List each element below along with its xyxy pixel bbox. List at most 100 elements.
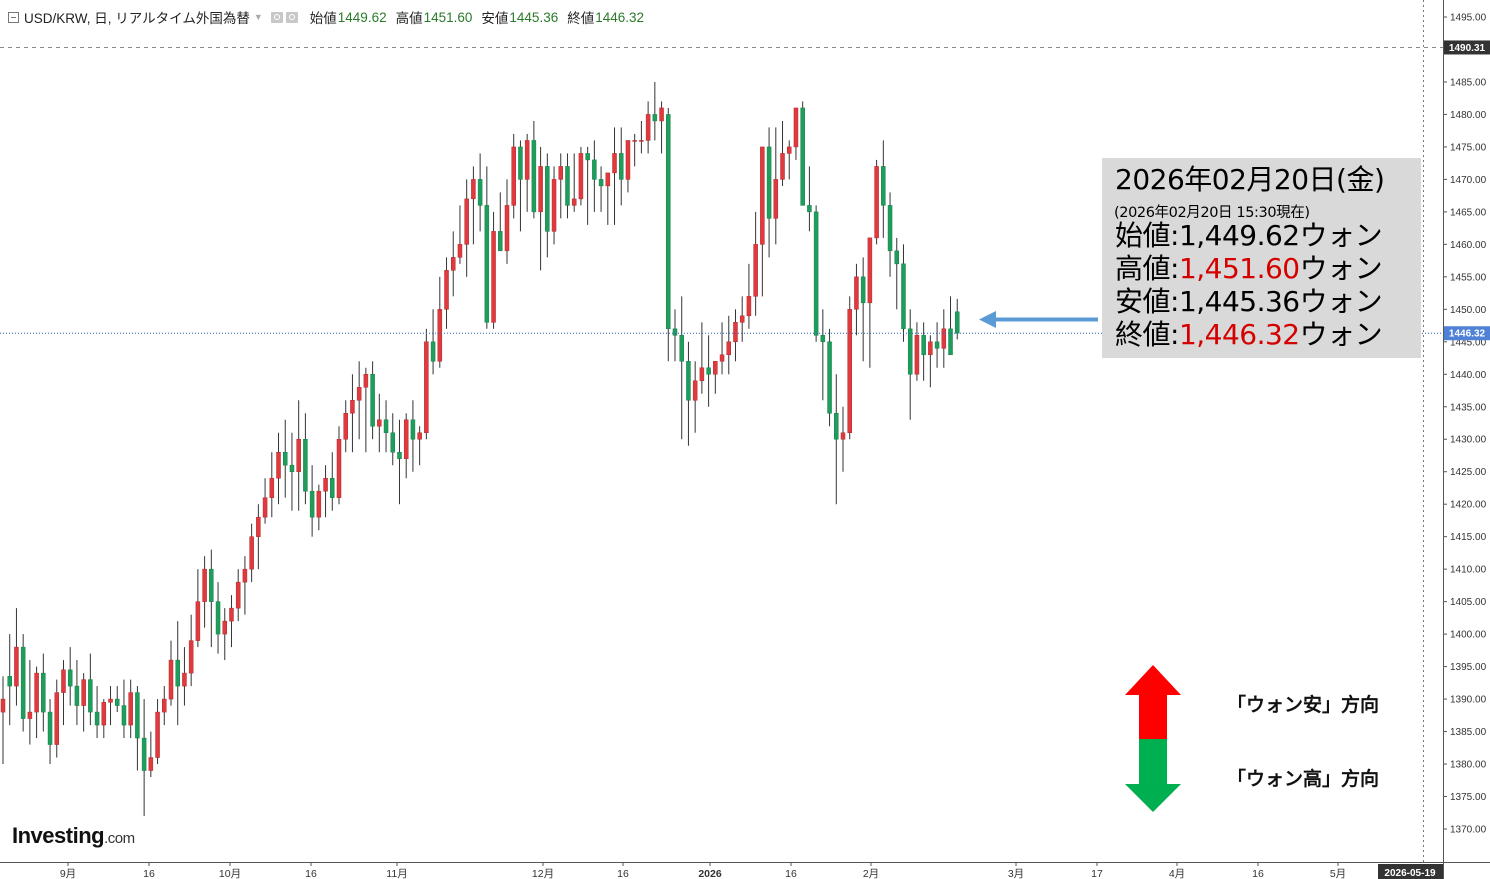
price-tick-label: 1395.00	[1450, 662, 1487, 673]
eye-icon[interactable]	[270, 11, 283, 23]
won-strong-arrow	[1125, 739, 1181, 812]
time-cursor-label: 2026-05-19	[1384, 868, 1436, 879]
candle	[531, 120, 537, 219]
candle-body	[101, 702, 107, 726]
candle	[262, 478, 268, 524]
candle-body	[155, 711, 160, 758]
info-low-label: 安値:	[1115, 285, 1179, 318]
candle	[114, 686, 120, 713]
candle	[296, 400, 301, 511]
candle-body	[94, 711, 100, 726]
candle-body	[484, 205, 490, 323]
chevron-down-icon[interactable]: ▼	[253, 12, 263, 22]
time-tick-label: 16	[617, 868, 629, 879]
candle	[377, 393, 382, 453]
candle	[47, 699, 53, 765]
candle-body	[706, 367, 711, 375]
candle-body	[800, 107, 805, 206]
candle	[813, 205, 819, 342]
candle	[773, 127, 779, 245]
candle	[437, 276, 443, 368]
candle	[733, 309, 738, 362]
settings-icon[interactable]	[285, 11, 298, 23]
price-tick-label: 1385.00	[1450, 727, 1487, 738]
candle-body	[699, 367, 705, 382]
candle-body	[780, 153, 785, 180]
candle-body	[746, 296, 752, 317]
candle	[27, 660, 33, 745]
candle-body	[760, 146, 765, 245]
price-tick-label: 1455.00	[1450, 272, 1487, 283]
candle-body	[168, 659, 174, 700]
won-weak-arrow	[1125, 665, 1181, 739]
candle	[242, 556, 248, 615]
crosshair-price-tag	[1444, 40, 1490, 55]
collapse-icon[interactable]	[8, 11, 19, 23]
candle-body	[773, 179, 779, 219]
time-tick-label: 16	[785, 868, 797, 879]
candle	[666, 107, 671, 362]
candle	[135, 686, 140, 771]
candle-body	[491, 231, 496, 323]
time-tick-label: 5月	[1330, 868, 1346, 879]
candle-body	[632, 140, 637, 142]
candle	[20, 634, 26, 732]
candle	[558, 153, 564, 219]
candle	[303, 413, 308, 505]
info-open-label: 始値:	[1115, 219, 1179, 252]
candle	[235, 569, 241, 622]
candle-body	[894, 250, 900, 265]
candle	[14, 608, 19, 706]
candle	[41, 653, 46, 732]
candle	[518, 140, 523, 232]
candle-body	[121, 705, 127, 726]
candle-body	[309, 490, 315, 518]
candle-body	[766, 146, 772, 219]
candle	[424, 328, 429, 440]
candle	[907, 309, 913, 420]
candle-body	[511, 146, 516, 206]
candle-body	[47, 711, 53, 745]
candle-body	[303, 438, 308, 492]
candle-body	[20, 646, 26, 719]
candle	[195, 569, 201, 648]
candle	[162, 686, 167, 726]
candle-body	[114, 698, 120, 706]
close-label: 終値	[567, 11, 595, 26]
time-cursor-tag	[1378, 864, 1443, 879]
candle	[410, 400, 416, 472]
candle-body	[887, 205, 893, 252]
candle	[121, 679, 127, 739]
candle	[175, 621, 180, 726]
candle-body	[450, 257, 456, 271]
candle	[202, 556, 207, 628]
price-tick-label: 1470.00	[1450, 175, 1487, 186]
won-strong-label: 「ウォン高」方向	[1227, 768, 1380, 790]
candle	[820, 309, 826, 401]
candle-body	[61, 669, 66, 693]
candle	[934, 322, 940, 368]
candle	[444, 257, 449, 329]
candle	[881, 140, 886, 238]
candle	[141, 699, 147, 817]
price-tick-label: 1425.00	[1450, 467, 1487, 478]
candle-body	[686, 361, 691, 401]
candle-body	[625, 140, 631, 180]
candle-body	[215, 601, 221, 635]
candle-body	[235, 581, 241, 609]
candle	[74, 660, 80, 726]
time-tick-label: 2月	[863, 868, 879, 879]
candle-body	[417, 432, 422, 440]
candle	[914, 322, 920, 381]
candle-body	[7, 676, 12, 687]
candle	[524, 133, 530, 212]
candle-body	[847, 309, 852, 433]
candle	[625, 140, 631, 193]
candle-body	[928, 341, 933, 356]
candle	[168, 640, 174, 706]
candle-body	[948, 328, 953, 356]
price-tick-label: 1370.00	[1450, 825, 1487, 836]
candle	[578, 146, 584, 206]
candle-body	[666, 114, 671, 330]
